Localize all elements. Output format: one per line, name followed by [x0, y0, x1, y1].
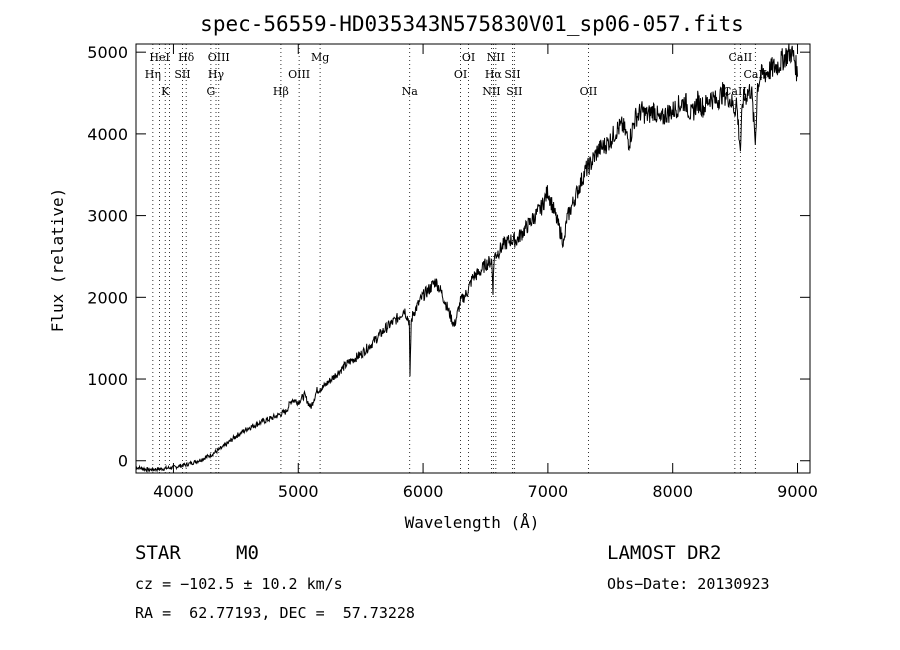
emission-line-label: Na [402, 85, 419, 98]
emission-line-label: OII [580, 85, 598, 98]
x-tick-label: 9000 [777, 482, 818, 501]
object-class: STAR [135, 542, 181, 564]
emission-line-label: OI [454, 68, 467, 81]
y-tick-label: 0 [118, 452, 128, 471]
plot-area: HηHeIKSIIHδGHγOIIIHβOIIIMgNaOIOINIIHαNII… [87, 43, 818, 501]
emission-line-label: OIII [288, 68, 310, 81]
emission-line-label: K [161, 85, 170, 98]
emission-line-label: Hβ [273, 85, 289, 98]
emission-line-label: Hη [145, 68, 161, 81]
emission-line-label: Mg [311, 51, 329, 64]
redshift-text: cz = −102.5 ± 10.2 km/s [135, 575, 343, 593]
x-axis-label: Wavelength (Å) [405, 513, 540, 532]
coordinates: RA = 62.77193, DEC = 57.73228 [135, 604, 415, 622]
y-tick-label: 1000 [87, 370, 128, 389]
y-tick-label: 4000 [87, 125, 128, 144]
spectrum-line [135, 43, 798, 474]
survey-name: LAMOST DR2 [607, 542, 722, 564]
x-tick-label: 4000 [153, 482, 194, 501]
emission-line-label: G [206, 85, 215, 98]
x-tick-label: 7000 [528, 482, 569, 501]
y-tick-label: 3000 [87, 207, 128, 226]
emission-line-label: SII [174, 68, 190, 81]
emission-line-label: SII [506, 85, 522, 98]
plot-frame [135, 43, 811, 474]
x-tick-label: 6000 [403, 482, 444, 501]
emission-line-label: NII [487, 51, 505, 64]
emission-line-label: OIII [208, 51, 230, 64]
y-tick-label: 5000 [87, 43, 128, 62]
emission-line-label: Hγ [208, 68, 225, 81]
emission-line-label: SII [504, 68, 520, 81]
obs-date: Obs−Date: 20130923 [607, 575, 770, 593]
object-subclass: M0 [236, 542, 259, 564]
y-axis-label: Flux (relative) [48, 188, 67, 333]
emission-line-label: Hα [485, 68, 503, 81]
y-tick-label: 2000 [87, 288, 128, 307]
emission-line-label: CaII [723, 85, 747, 98]
emission-line-label: HeI [149, 51, 169, 64]
x-tick-label: 5000 [278, 482, 319, 501]
emission-line-label: OI [462, 51, 475, 64]
emission-line-label: Hδ [178, 51, 195, 64]
emission-line-label: NII [482, 85, 500, 98]
emission-line-label: CaII [729, 51, 753, 64]
x-tick-label: 8000 [652, 482, 693, 501]
chart-title: spec-56559-HD035343N575830V01_sp06-057.f… [200, 12, 744, 36]
